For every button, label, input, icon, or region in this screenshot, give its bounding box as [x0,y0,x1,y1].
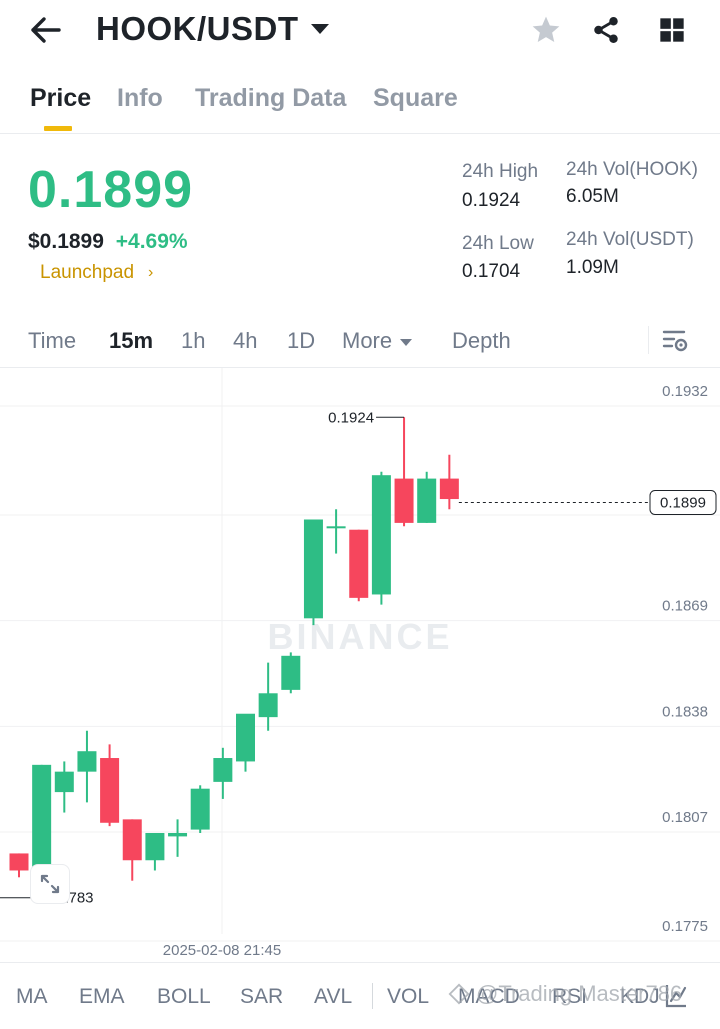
indicator-macd[interactable]: MACD [458,985,520,1008]
indicator-rsi[interactable]: RSI [552,985,588,1008]
y-tick-label: 0.1869 [662,598,708,615]
vol-base-label: 24h Vol(HOOK) [566,159,698,180]
low-value: 0.1704 [462,261,521,282]
expand-chart-button[interactable] [30,864,70,904]
watermark-text: @Trading Master786 [476,981,683,1006]
high-marker-label: 0.1924 [328,409,374,426]
candle-up [281,655,301,690]
interval-1h[interactable]: 1h [181,328,206,353]
share-icon [594,17,618,43]
candle-down [349,529,369,598]
candle-up [303,519,323,619]
grid-menu-button[interactable] [652,10,692,50]
candle-down [439,478,459,500]
grid-icon [660,18,684,42]
divider [372,983,373,1009]
candle-up [54,771,74,793]
chevron-down-icon [400,338,413,346]
chevron-right-icon: › [148,264,154,281]
candle-down [9,853,29,871]
high-value: 0.1924 [462,190,521,211]
candle-up [77,751,97,772]
low-label: 24h Low [462,233,534,254]
usd-price: $0.1899 [28,230,104,253]
page-tabs: Price Info Trading Data Square [0,76,720,134]
current-price-tag [649,489,717,515]
vol-quote-value: 1.09M [566,257,619,278]
chart-settings-icon [662,330,688,352]
interval-bar: Time 15m 1h 4h 1D More Depth [0,312,720,368]
high-label: 24h High [462,161,539,182]
depth-tab[interactable]: Depth [452,328,511,353]
indicator-ema[interactable]: EMA [79,985,125,1008]
y-tick-label: 0.1932 [662,383,708,400]
chart-canvas[interactable]: 0.19320.19000.18690.18380.18070.17752025… [0,368,720,962]
more-label: More [342,328,393,353]
interval-4h[interactable]: 4h [233,328,258,353]
price-change-percent: +4.69% [115,230,188,253]
drawing-tool-icon [665,985,687,1008]
last-price: 0.1899 [28,161,194,219]
candle-up [213,758,233,782]
indicator-sar[interactable]: SAR [240,985,284,1008]
candle-up [236,713,255,762]
candle-down [100,758,120,823]
tab-square[interactable]: Square [373,84,458,112]
interval-1d[interactable]: 1D [287,328,316,353]
y-tick-label: 0.1807 [662,809,708,826]
share-button[interactable] [586,10,626,50]
tab-trading-data[interactable]: Trading Data [195,84,347,112]
candle-up [371,475,391,595]
back-button[interactable] [26,12,66,48]
arrow-left-icon [31,17,61,43]
favorite-button[interactable] [526,10,566,50]
vol-quote-label: 24h Vol(USDT) [566,229,694,250]
interval-more[interactable]: More [342,328,413,354]
chevron-down-icon [310,24,329,34]
price-usd-line: $0.1899 +4.69% [28,230,188,254]
candle-up [32,764,52,888]
chart-settings-button[interactable] [662,328,690,359]
active-tab-indicator [44,126,72,131]
star-icon [532,16,560,42]
x-axis-label: 2025-02-08 21:45 [163,942,281,959]
tab-info[interactable]: Info [117,84,163,112]
divider [648,326,649,354]
candle-up [190,788,210,830]
indicator-vol[interactable]: VOL [387,985,430,1008]
candle-up [326,526,346,529]
binance-diamond-icon [448,983,470,1005]
candle-up [258,693,278,718]
candle-down [394,478,414,523]
candle-down [122,819,142,861]
indicator-bar: MA EMA BOLL SAR AVL VOL MACD RSI KDJ @Tr… [0,962,720,1029]
vol-base-value: 6.05M [566,186,619,207]
drawing-tool-button[interactable] [664,983,688,1014]
expand-icon [40,874,60,894]
candle-up [168,832,188,837]
y-tick-label: 0.1838 [662,703,708,720]
y-tick-label: 0.1775 [662,918,708,935]
interval-15m[interactable]: 15m [109,328,154,353]
launchpad-link[interactable]: Launchpad › [40,262,153,284]
chart-watermark: BINANCE [267,616,452,657]
candlestick-chart[interactable]: 0.19320.19000.18690.18380.18070.17752025… [0,368,720,962]
current-price-label: 0.1899 [660,494,706,511]
indicator-ma[interactable]: MA [16,985,48,1008]
indicator-kdj[interactable]: KDJ [620,985,660,1008]
indicator-avl[interactable]: AVL [314,985,353,1008]
top-bar: HOOK/USDT [0,0,720,62]
pair-selector[interactable]: HOOK/USDT [96,10,329,48]
interval-time[interactable]: Time [28,328,77,353]
pair-title: HOOK/USDT [96,10,299,47]
tab-price[interactable]: Price [30,84,92,112]
candle-up [417,478,437,523]
candle-up [145,832,165,861]
indicator-boll[interactable]: BOLL [157,985,211,1008]
launchpad-tag: Launchpad [40,262,135,283]
user-watermark: @Trading Master786 [448,981,682,1007]
